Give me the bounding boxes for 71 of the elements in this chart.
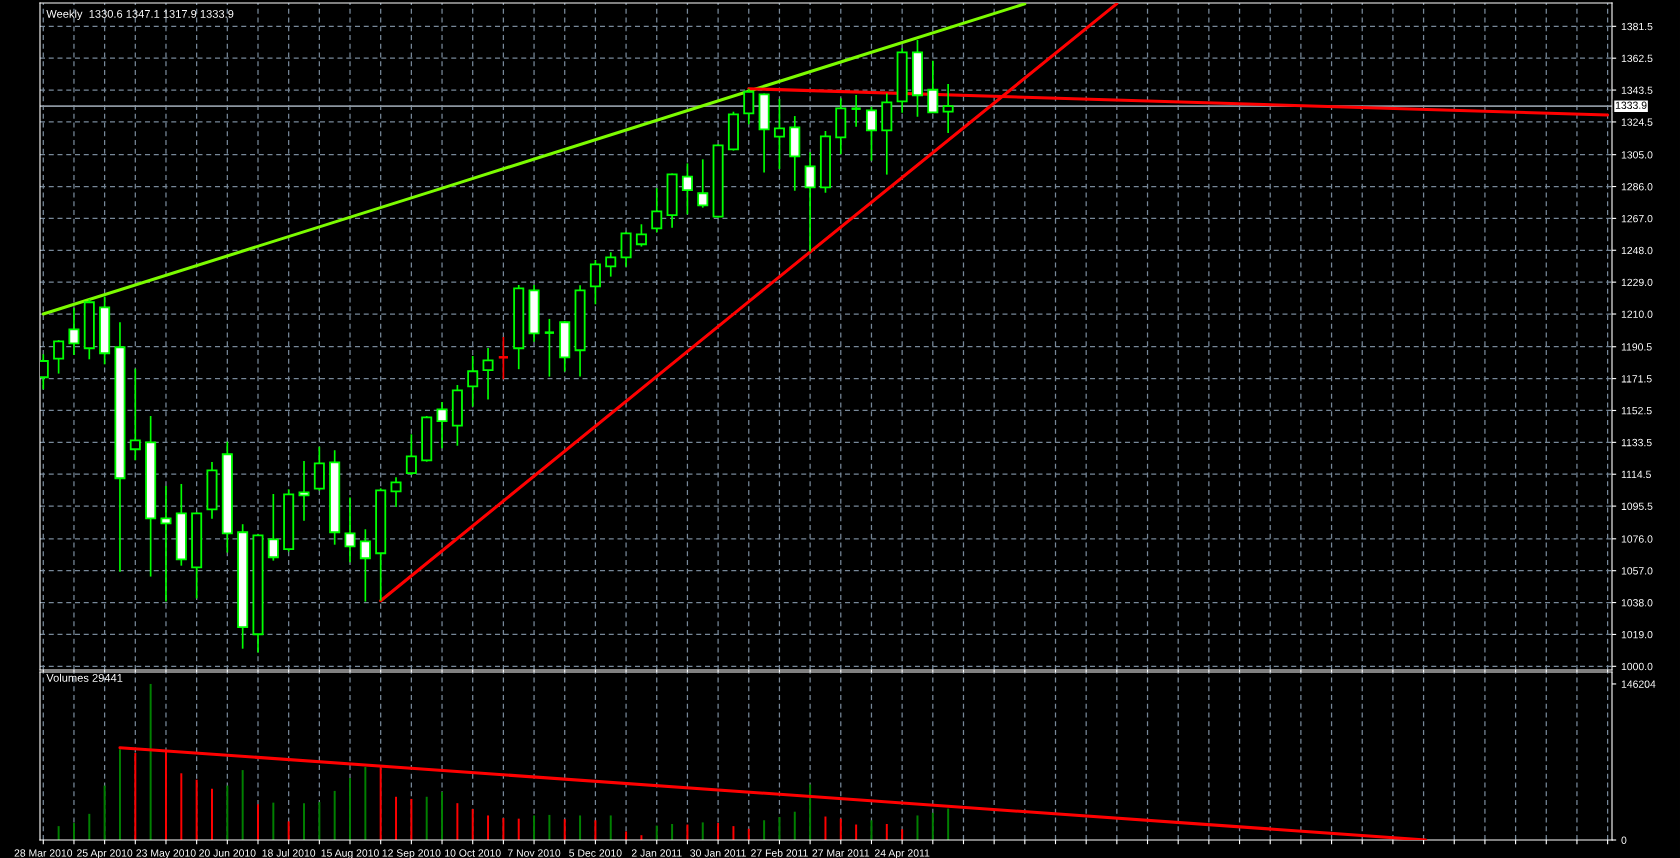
- y-tick-label: 1095.5: [1621, 502, 1653, 510]
- y-tick-label: 1286.0: [1621, 183, 1653, 191]
- x-tick-label: 5 Dec 2010: [569, 849, 622, 857]
- candlestick: [129, 367, 141, 462]
- y-tick-label: 1305.0: [1621, 151, 1653, 159]
- x-tick-label: 24 Apr 2011: [874, 849, 930, 858]
- candlestick: [865, 105, 877, 162]
- candlestick: [436, 401, 448, 450]
- x-tick-label: 25 Apr 2010: [77, 849, 133, 858]
- y-tick-label: 1267.0: [1621, 214, 1653, 223]
- candlestick: [298, 460, 310, 522]
- y-tick-label: 1057.0: [1621, 567, 1653, 575]
- y-tick-label: 1190.5: [1621, 343, 1652, 351]
- x-tick-label: 27 Feb 2011: [751, 849, 808, 857]
- x-tick-label: 18 Jul 2010: [262, 849, 316, 857]
- y-tick-label: 1324.5: [1621, 118, 1653, 126]
- candlestick: [773, 98, 785, 170]
- y-tick-label: 1133.5: [1621, 438, 1652, 447]
- candlestick: [68, 307, 80, 356]
- y-tick-label: 1019.0: [1621, 630, 1653, 639]
- candlestick: [543, 318, 556, 378]
- candlestick: [743, 87, 755, 126]
- candlestick: [53, 339, 65, 375]
- candlestick: [497, 336, 510, 381]
- candlestick: [605, 251, 617, 278]
- y-tick-label: 1038.0: [1621, 599, 1653, 607]
- x-tick-label: 23 May 2010: [136, 849, 196, 858]
- x-tick-label: 30 Jan 2011: [690, 849, 746, 857]
- y-tick-label: 1343.5: [1621, 86, 1653, 94]
- candlestick: [390, 476, 402, 508]
- y-tick-label: 1000.0: [1621, 662, 1653, 671]
- x-tick-label: 20 Jun 2010: [199, 849, 256, 857]
- candlestick: [651, 187, 663, 234]
- candlestick: [927, 59, 939, 114]
- candlestick: [635, 223, 647, 248]
- x-tick-label: 12 Sep 2010: [382, 849, 441, 858]
- x-tick-label: 2 Jan 2011: [631, 849, 682, 857]
- candlestick: [850, 94, 862, 128]
- candlestick: [804, 151, 816, 253]
- text: Weekly 1330.6 1347.1 1317.9 1333.9: [46, 9, 234, 21]
- y-tick-label: 1171.5: [1621, 375, 1652, 383]
- candlestick: [482, 347, 494, 401]
- candlestick: [359, 528, 371, 603]
- candlestick: [467, 355, 479, 408]
- candlestick: [942, 83, 954, 134]
- chart-title: Volumes 29441: [46, 673, 123, 682]
- y-tick-label: 1362.5: [1621, 54, 1653, 63]
- x-tick-label: 28 Mar 2010: [14, 849, 73, 857]
- y-tick-label: 0: [1621, 836, 1627, 844]
- x-tick-label: 10 Oct 2010: [445, 849, 501, 857]
- candlestick: [589, 259, 601, 306]
- x-tick-label: 15 Aug 2010: [321, 849, 379, 858]
- candlestick: [681, 162, 693, 216]
- candlestick: [620, 230, 632, 268]
- y-tick-label: 1381.5: [1621, 22, 1653, 31]
- line-series: [41, 3, 1027, 316]
- x-tick-label: 27 Mar 2011: [812, 849, 870, 857]
- y-tick-label: 1114.5: [1621, 470, 1651, 479]
- candlestick: [344, 496, 356, 564]
- y-tick-label: 146204: [1621, 680, 1656, 688]
- y-tick-label: 1248.0: [1621, 246, 1653, 255]
- y-tick-label: 1152.5: [1621, 406, 1652, 415]
- x-tick-label: 7 Nov 2010: [507, 849, 561, 857]
- candlestick: [160, 485, 172, 603]
- ref-line-label: 1333.9: [1615, 101, 1647, 109]
- y-tick-label: 1229.0: [1621, 278, 1653, 287]
- candlestick: [267, 493, 279, 562]
- candlestick: [405, 433, 417, 476]
- y-tick-label: 1210.0: [1621, 310, 1653, 318]
- candlestick: [697, 158, 709, 209]
- y-tick-label: 1076.0: [1621, 535, 1653, 543]
